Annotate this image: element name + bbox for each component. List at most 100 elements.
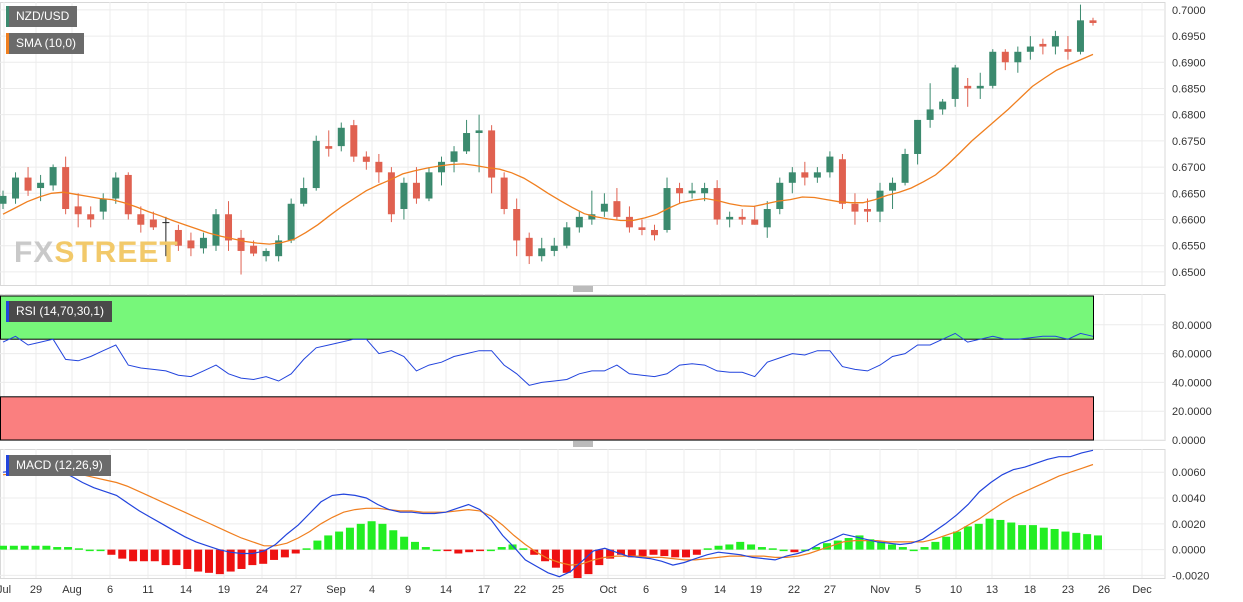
macd-histogram-bar	[692, 549, 701, 555]
x-tick-label: 27	[290, 584, 302, 596]
macd-histogram-bar	[844, 538, 853, 550]
candle-body	[726, 216, 734, 220]
candle-body	[112, 177, 120, 199]
macd-histogram-bar	[443, 549, 452, 552]
candle-body	[751, 219, 759, 225]
y-tick-label: 0.0040	[1172, 493, 1206, 505]
macd-histogram-bar	[1018, 525, 1027, 550]
y-tick-label: 0.6600	[1172, 214, 1206, 226]
macd-histogram-bar	[1094, 535, 1102, 550]
macd-histogram-bar	[129, 549, 138, 562]
candle-body	[488, 130, 496, 178]
macd-histogram-bar	[627, 549, 636, 558]
macd-histogram-bar	[161, 549, 170, 566]
y-tick-label: 0.0000	[1172, 435, 1206, 447]
x-tick-label: 9	[405, 584, 411, 596]
macd-histogram-bar	[183, 549, 192, 569]
macd-histogram-bar	[660, 549, 669, 557]
candle-body	[813, 172, 821, 178]
x-tick-label: 14	[180, 584, 192, 596]
macd-histogram-bar	[985, 518, 994, 550]
x-tick-label: 25	[552, 584, 564, 596]
macd-histogram-bar	[476, 549, 485, 552]
fxstreet-logo: FXSTREET	[14, 236, 179, 269]
x-tick-label: 27	[824, 584, 836, 596]
macd-histogram-bar	[150, 549, 159, 562]
macd-histogram-bar	[107, 549, 116, 555]
macd-histogram-bar	[248, 549, 257, 566]
candle-body	[312, 140, 320, 189]
legend-label: SMA (10,0)	[16, 36, 77, 50]
candle-body	[87, 214, 95, 220]
macd-histogram-bar	[779, 549, 788, 552]
x-tick-label: 5	[915, 584, 921, 596]
legend-macd[interactable]: MACD (12,26,9)	[6, 455, 111, 476]
x-tick-label: 14	[440, 584, 452, 596]
macd-histogram-bar	[953, 531, 962, 550]
candle-body	[901, 153, 909, 183]
macd-histogram-bar	[725, 544, 734, 550]
candle-body	[375, 161, 383, 173]
y-tick-label: 0.6800	[1172, 110, 1206, 122]
y-tick-label: 0.6700	[1172, 162, 1206, 174]
macd-histogram-bar	[53, 547, 62, 550]
candle-body	[625, 216, 633, 228]
candle-body	[613, 201, 621, 217]
x-tick-label: 17	[478, 584, 490, 596]
x-tick-label: 19	[218, 584, 230, 596]
candle-body	[212, 214, 220, 246]
macd-histogram-bar	[465, 549, 474, 553]
candle-body	[350, 125, 358, 157]
y-tick-label: 0.0060	[1172, 467, 1206, 479]
macd-histogram-bar	[649, 549, 658, 555]
macd-histogram-bar	[1039, 527, 1048, 550]
chart-grid	[0, 2, 1166, 579]
candle-body	[300, 188, 308, 204]
candle-body	[563, 227, 571, 246]
candle-body	[964, 85, 972, 89]
candle-body	[1001, 51, 1009, 63]
y-tick-label: 0.6950	[1172, 31, 1206, 43]
candle-body	[914, 119, 922, 154]
candle-body	[199, 237, 207, 249]
macd-histogram-bar	[410, 541, 419, 550]
x-tick-label: 14	[714, 584, 726, 596]
candle-body	[74, 206, 82, 215]
y-tick-label: 0.6550	[1172, 241, 1206, 253]
signal-line	[2, 463, 1094, 566]
y-tick-label: 80.0000	[1172, 320, 1212, 332]
y-tick-label: 0.7000	[1172, 5, 1206, 17]
y-tick-label: 20.0000	[1172, 406, 1212, 418]
rsi-panel	[0, 295, 1094, 441]
macd-histogram-bar	[812, 547, 821, 550]
candle-body	[174, 229, 182, 246]
candle-body	[400, 182, 408, 210]
candle-body	[124, 174, 132, 215]
chart-axes: Jul 29 Aug 6 11 14 19 24 27 Sep 4 9 14 17 22 25 Oct 6 9 14 1…	[0, 5, 1212, 596]
macd-histogram-bar	[270, 549, 279, 560]
candle-body	[538, 248, 546, 257]
macd-histogram-bar	[335, 531, 344, 550]
macd-histogram-bar	[1072, 532, 1081, 550]
candle-body	[676, 188, 684, 194]
candle-body	[412, 182, 420, 199]
candle-body	[99, 198, 107, 212]
candle-body	[801, 172, 809, 178]
macd-histogram-bar	[942, 536, 951, 550]
candle-body	[325, 146, 333, 149]
sma-line	[2, 53, 1094, 245]
macd-histogram-bar	[74, 548, 83, 550]
macd-histogram-bar	[20, 545, 29, 550]
macd-histogram-bar	[118, 549, 127, 559]
candle-body	[438, 161, 446, 173]
candle-body	[951, 67, 959, 99]
macd-histogram-bar	[172, 549, 181, 566]
legend-label: RSI (14,70,30,1)	[16, 304, 105, 318]
macd-histogram-bar	[595, 549, 604, 566]
legend-sma[interactable]: SMA (10,0)	[6, 33, 85, 54]
x-tick-label: Dec	[1132, 584, 1152, 596]
macd-histogram-bar	[974, 523, 983, 550]
legend-rsi[interactable]: RSI (14,70,30,1)	[6, 301, 113, 322]
legend-nzdusd[interactable]: NZD/USD	[6, 6, 78, 27]
